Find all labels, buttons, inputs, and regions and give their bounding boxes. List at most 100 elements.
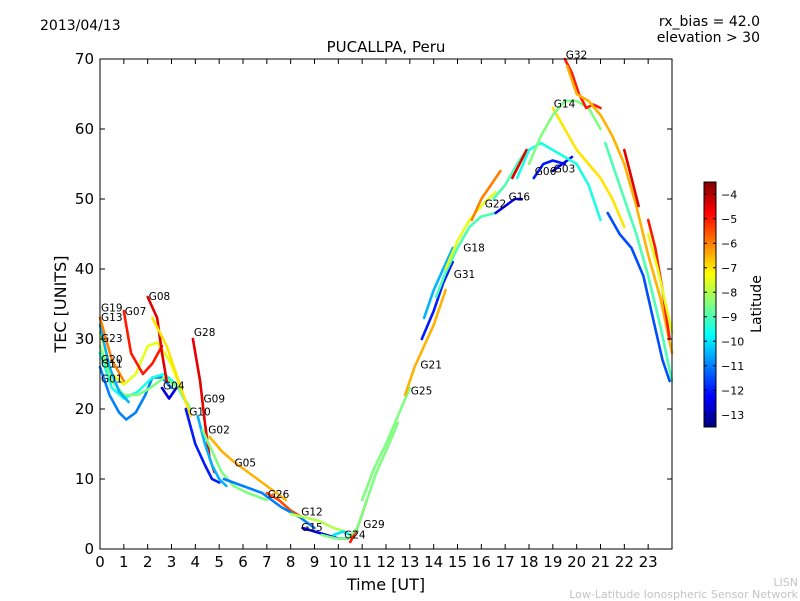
x-tick-label: 1 — [119, 553, 129, 571]
plot-area: G32G14G06G03G16G22G18G31G21G25G08G07G19G… — [75, 49, 674, 571]
series-line — [146, 295, 168, 383]
series-line — [265, 491, 304, 519]
series-line — [151, 316, 192, 418]
x-tick-label: 3 — [167, 553, 177, 571]
satellite-label: G04 — [163, 380, 185, 392]
x-tick-label: 16 — [472, 553, 491, 571]
series-line — [551, 106, 626, 229]
colorbar-label: Latitude — [749, 275, 765, 333]
y-tick-label: 30 — [75, 330, 94, 348]
series-line — [208, 435, 288, 502]
satellite-label: G15 — [301, 522, 323, 534]
series-line — [122, 309, 164, 376]
colorbar-tick-label: −12 — [721, 384, 744, 397]
x-tick-label: 2 — [143, 553, 153, 571]
x-tick-label: 17 — [496, 553, 515, 571]
satellite-label: G10 — [189, 406, 211, 418]
y-tick-label: 20 — [75, 400, 94, 418]
series-line — [184, 407, 221, 484]
x-tick-label: 12 — [376, 553, 395, 571]
satellite-label: G25 — [411, 385, 433, 397]
series-line — [196, 414, 228, 488]
series-line — [606, 211, 671, 383]
elevation-label: elevation > 30 — [656, 30, 760, 46]
satellite-label: G11 — [101, 359, 123, 371]
satellite-label: G13 — [101, 312, 123, 324]
satellite-label: G16 — [509, 191, 531, 203]
satellite-label: G07 — [125, 306, 147, 318]
series-line — [403, 288, 447, 397]
colorbar-tick-label: −6 — [721, 237, 737, 250]
x-tick-label: 21 — [591, 553, 610, 571]
series-line — [160, 386, 178, 400]
series-line — [470, 169, 502, 222]
satellite-label: G02 — [208, 425, 230, 437]
rx-bias-label: rx_bias = 42.0 — [658, 14, 760, 30]
x-tick-label: 4 — [191, 553, 201, 571]
y-tick-label: 70 — [75, 50, 94, 68]
series-line — [98, 316, 126, 383]
series-line — [510, 148, 528, 180]
series-line — [494, 197, 524, 215]
series-line — [565, 64, 674, 355]
satellite-label: G31 — [454, 269, 476, 281]
colorbar-tick-label: −8 — [721, 286, 737, 299]
x-tick-label: 14 — [424, 553, 443, 571]
satellite-label: G05 — [235, 457, 257, 469]
x-tick-label: 6 — [238, 553, 248, 571]
series-line — [222, 477, 316, 530]
satellite-label: G09 — [204, 394, 226, 406]
y-tick-label: 40 — [75, 260, 94, 278]
series-line — [289, 512, 347, 533]
x-tick-label: 19 — [543, 553, 562, 571]
satellite-label: G14 — [554, 98, 576, 110]
satellite-label: G26 — [268, 489, 290, 501]
series-line — [623, 148, 640, 208]
x-tick-label: 9 — [310, 553, 320, 571]
plot-background — [100, 59, 672, 549]
y-tick-label: 50 — [75, 190, 94, 208]
colorbar-tick-label: −11 — [721, 360, 744, 373]
satellite-label: G29 — [363, 519, 385, 531]
satellite-label: G06 — [535, 166, 557, 178]
colorbar-tick-label: −7 — [721, 262, 737, 275]
satellite-label: G03 — [554, 163, 576, 175]
satellite-label: G24 — [344, 530, 366, 542]
series-line — [444, 190, 497, 271]
x-tick-label: 15 — [448, 553, 467, 571]
colorbar-tick-label: −5 — [721, 213, 737, 226]
x-tick-label: 11 — [353, 553, 372, 571]
satellite-label: G23 — [101, 333, 123, 345]
satellite-label: G08 — [149, 291, 171, 303]
series-line — [532, 159, 567, 180]
satellite-label: G01 — [101, 373, 123, 385]
x-tick-label: 13 — [400, 553, 419, 571]
colorbar-tick-label: −13 — [721, 409, 744, 422]
series-line — [422, 246, 454, 320]
x-tick-label: 0 — [95, 553, 105, 571]
series-line — [563, 57, 602, 110]
series-line — [360, 386, 412, 502]
y-tick-label: 0 — [84, 540, 94, 558]
chart-title: PUCALLPA, Peru — [327, 38, 446, 56]
colorbar-tick-label: −9 — [721, 311, 737, 324]
x-tick-label: 7 — [262, 553, 272, 571]
x-tick-label: 23 — [639, 553, 658, 571]
satellite-label: G20 — [101, 354, 123, 366]
series-line — [604, 141, 674, 383]
series-line — [98, 323, 130, 404]
colorbar-tick-label: −10 — [721, 335, 744, 348]
series-line — [434, 211, 497, 299]
satellite-label: G18 — [463, 243, 485, 255]
x-tick-label: 8 — [286, 553, 296, 571]
y-tick-label: 60 — [75, 120, 94, 138]
series-line — [320, 421, 400, 540]
series-line — [646, 232, 674, 334]
x-tick-label: 20 — [567, 553, 586, 571]
credit-short: LISN — [773, 576, 798, 589]
series-line — [98, 344, 192, 411]
x-tick-label: 5 — [214, 553, 224, 571]
x-tick-label: 10 — [329, 553, 348, 571]
satellite-label: G32 — [566, 49, 588, 61]
date-label: 2013/04/13 — [40, 18, 121, 34]
